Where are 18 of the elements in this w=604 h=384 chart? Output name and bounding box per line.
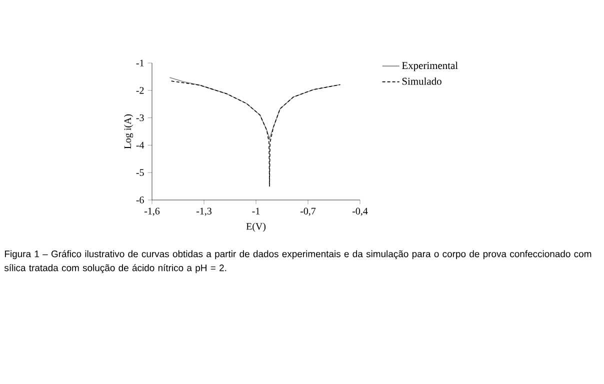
legend-label: Simulado	[402, 77, 442, 85]
x-tick-label: -1,3	[196, 208, 212, 216]
x-tick-label: -1,6	[144, 208, 160, 216]
x-tick-label: -1	[252, 208, 260, 214]
y-tick-label: -5	[136, 169, 144, 176]
y-tick-label: -1	[136, 60, 144, 66]
y-tick-label: -2	[136, 87, 144, 94]
line-series	[171, 80, 341, 187]
text: Figura 1 – Gráfico ilustrativo de curvas obtidas a partir de dados experimentais e da simulação para o corpo de prova confeccionado com sílica tratada com solução de ácido nítrico a pH = 2.	[4, 250, 592, 274]
x-axis-title: E(V)	[246, 222, 266, 232]
line-series	[169, 77, 341, 140]
y-tick-label: -6	[136, 196, 144, 204]
y-axis-title: Log i(A)	[124, 114, 134, 149]
legend-label: Experimental	[402, 62, 458, 72]
x-tick-label: -0,7	[300, 208, 316, 216]
x-tick-label: -0,4	[352, 208, 368, 216]
y-tick-label: -4	[136, 142, 144, 148]
y-tick-label: -3	[136, 114, 144, 122]
